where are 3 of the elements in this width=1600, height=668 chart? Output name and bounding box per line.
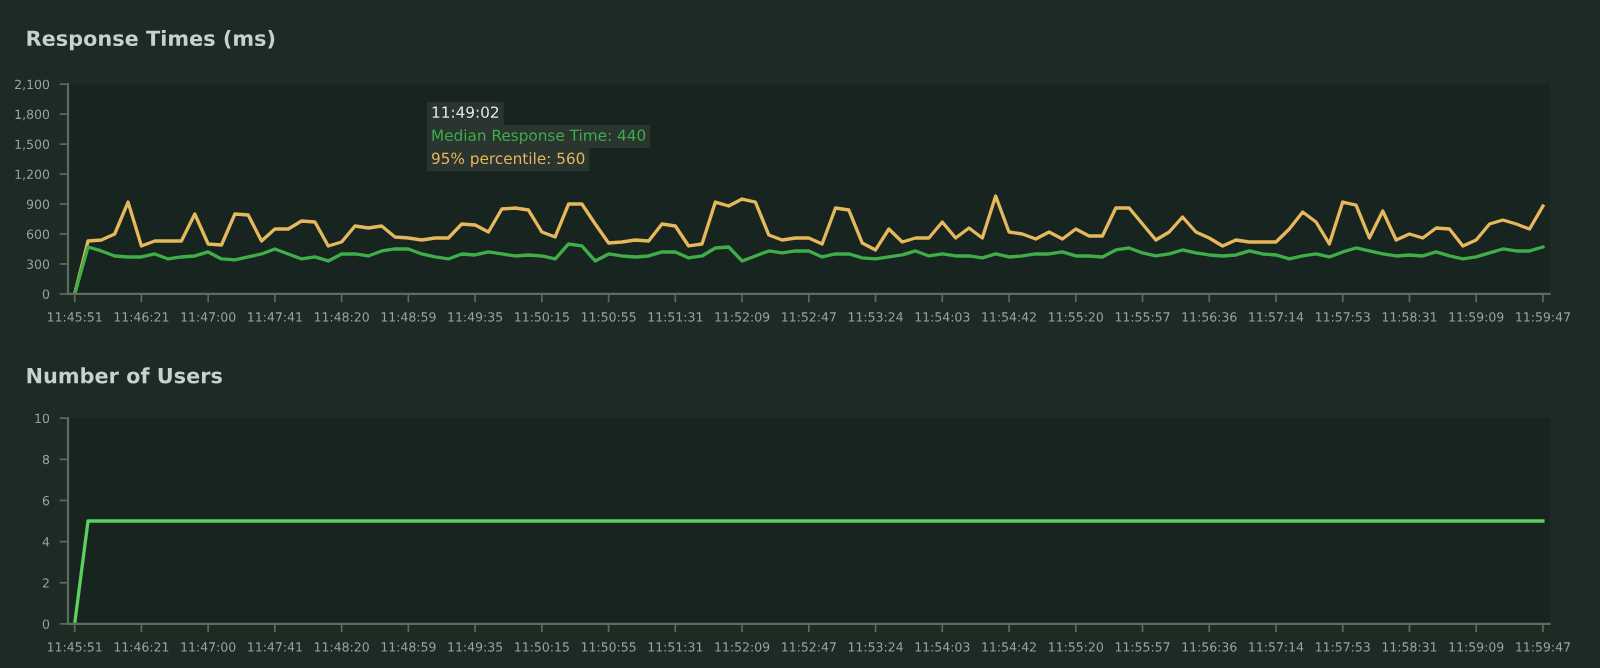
chart-title: Response Times (ms): [27, 30, 275, 51]
line-series: [73, 242, 1545, 294]
chart-title: Number of Users: [27, 367, 222, 384]
